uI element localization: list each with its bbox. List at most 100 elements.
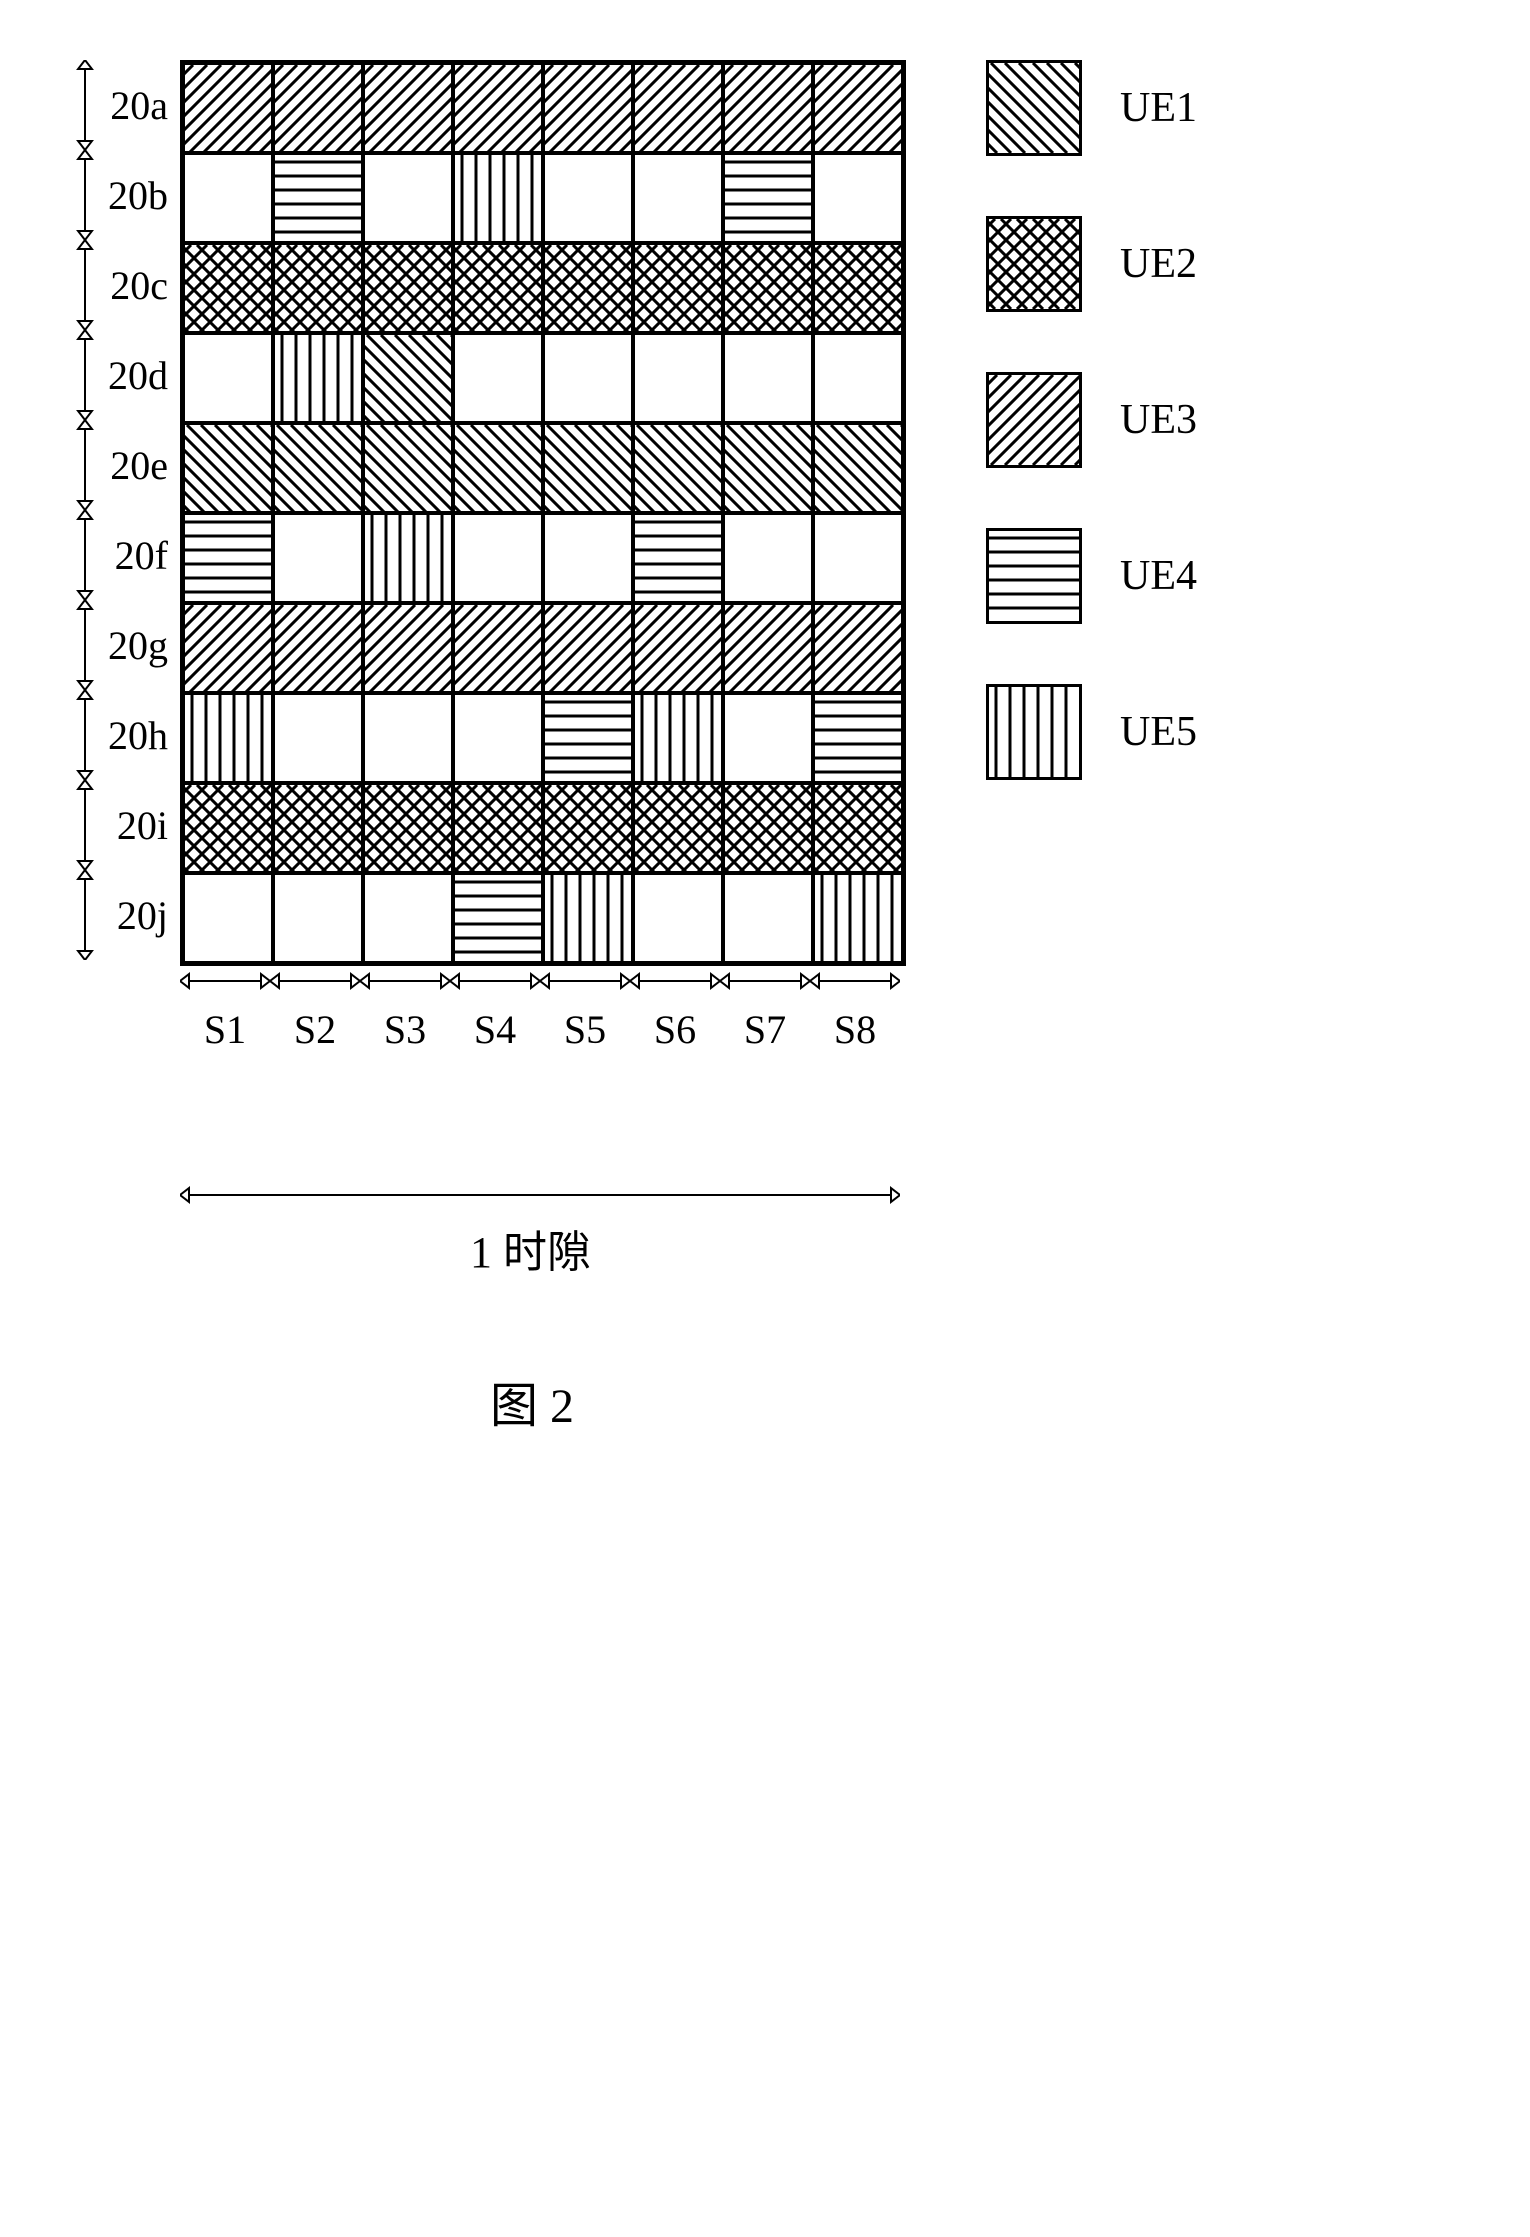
ue3-pattern (365, 65, 451, 151)
grid-cell (273, 333, 363, 423)
ue3-pattern (725, 605, 811, 691)
grid-cell (183, 783, 273, 873)
ue5-pattern (545, 875, 631, 961)
grid-cell (453, 873, 543, 963)
ue3-pattern (185, 605, 271, 691)
legend-label: UE1 (1120, 84, 1197, 132)
ue3-pattern (545, 65, 631, 151)
grid-cell (813, 243, 903, 333)
grid-cell (723, 873, 813, 963)
legend-label: UE3 (1120, 396, 1197, 444)
grid-cell (723, 783, 813, 873)
ue2-pattern (365, 245, 451, 331)
ue3-pattern (725, 65, 811, 151)
ue1-pattern (545, 425, 631, 511)
col-extent-arrow (360, 972, 450, 990)
grid-cell (543, 333, 633, 423)
ue1-pattern (725, 425, 811, 511)
grid-cell (453, 243, 543, 333)
legend: UE1 UE2 UE3 UE4 UE5 (986, 60, 1197, 780)
ue3-pattern (635, 65, 721, 151)
grid-cell (813, 333, 903, 423)
legend-swatch (986, 60, 1082, 156)
grid-cell (723, 693, 813, 783)
row-extent-arrow (76, 870, 94, 960)
grid-cell (633, 603, 723, 693)
ue1-pattern (275, 425, 361, 511)
ue5-pattern (365, 515, 451, 601)
grid-cell (543, 873, 633, 963)
grid-cell (453, 783, 543, 873)
grid-cell (543, 63, 633, 153)
grid-cell (273, 243, 363, 333)
grid-cell (453, 693, 543, 783)
ue4-pattern (185, 515, 271, 601)
grid-cell (183, 603, 273, 693)
ue3-pattern (635, 605, 721, 691)
row-label: 20e (110, 420, 180, 510)
grid-cell (273, 63, 363, 153)
ue3-pattern (545, 605, 631, 691)
ue2-pattern (455, 785, 541, 871)
grid-cell (723, 513, 813, 603)
ue2-pattern (185, 245, 271, 331)
row-extent-arrow (76, 780, 94, 870)
grid-area: UE1UE2UE3UE4UE5 1 时隙 图 2 20a 20b 20c 20d… (180, 60, 906, 966)
grid-cell (813, 873, 903, 963)
grid-cell (813, 63, 903, 153)
legend-entry: UE5 (986, 684, 1197, 780)
grid-cell (183, 333, 273, 423)
grid-cell (363, 783, 453, 873)
grid-cell (633, 693, 723, 783)
ue4-pattern (545, 695, 631, 781)
row-extent-arrow (76, 690, 94, 780)
ue2-pattern (275, 785, 361, 871)
ue2-pattern (545, 245, 631, 331)
grid-cell (813, 693, 903, 783)
ue5-pattern (455, 155, 541, 241)
ue2-pattern (635, 245, 721, 331)
grid-cell (453, 153, 543, 243)
ue2-pattern (455, 245, 541, 331)
legend-entry: UE2 (986, 216, 1197, 312)
ue4-pattern (455, 875, 541, 961)
grid-cell (813, 513, 903, 603)
col-extent-arrow (270, 972, 360, 990)
col-extent-arrow (630, 972, 720, 990)
col-extent-arrow (540, 972, 630, 990)
ue5-pattern (275, 335, 361, 421)
grid-cell (543, 783, 633, 873)
row-extent-arrow (76, 420, 94, 510)
grid-cell (543, 243, 633, 333)
ue3-pattern (455, 605, 541, 691)
grid-cell (633, 333, 723, 423)
grid-cell (273, 693, 363, 783)
row-extent-arrow (76, 150, 94, 240)
ue2-pattern (365, 785, 451, 871)
grid-cell (183, 63, 273, 153)
timeslot-label: 1 时隙 (470, 1216, 591, 1280)
legend-entry: UE3 (986, 372, 1197, 468)
row-label: 20i (117, 780, 180, 870)
col-extent-arrow (810, 972, 900, 990)
ue5-pattern (635, 695, 721, 781)
legend-swatch (986, 528, 1082, 624)
grid-cell (723, 243, 813, 333)
grid-cell (363, 873, 453, 963)
legend-swatch (986, 372, 1082, 468)
grid-cell (363, 153, 453, 243)
row-label: 20f (115, 510, 180, 600)
grid-cell (183, 243, 273, 333)
grid-cell (633, 873, 723, 963)
grid-cell (543, 513, 633, 603)
grid-cell (273, 153, 363, 243)
grid-cell (813, 783, 903, 873)
grid-cell (453, 333, 543, 423)
legend-entry: UE4 (986, 528, 1197, 624)
ue3-pattern (365, 605, 451, 691)
grid-cell (363, 423, 453, 513)
row-label: 20a (110, 60, 180, 150)
ue3-pattern (185, 65, 271, 151)
ue2-pattern (815, 785, 901, 871)
row-label: 20h (108, 690, 180, 780)
